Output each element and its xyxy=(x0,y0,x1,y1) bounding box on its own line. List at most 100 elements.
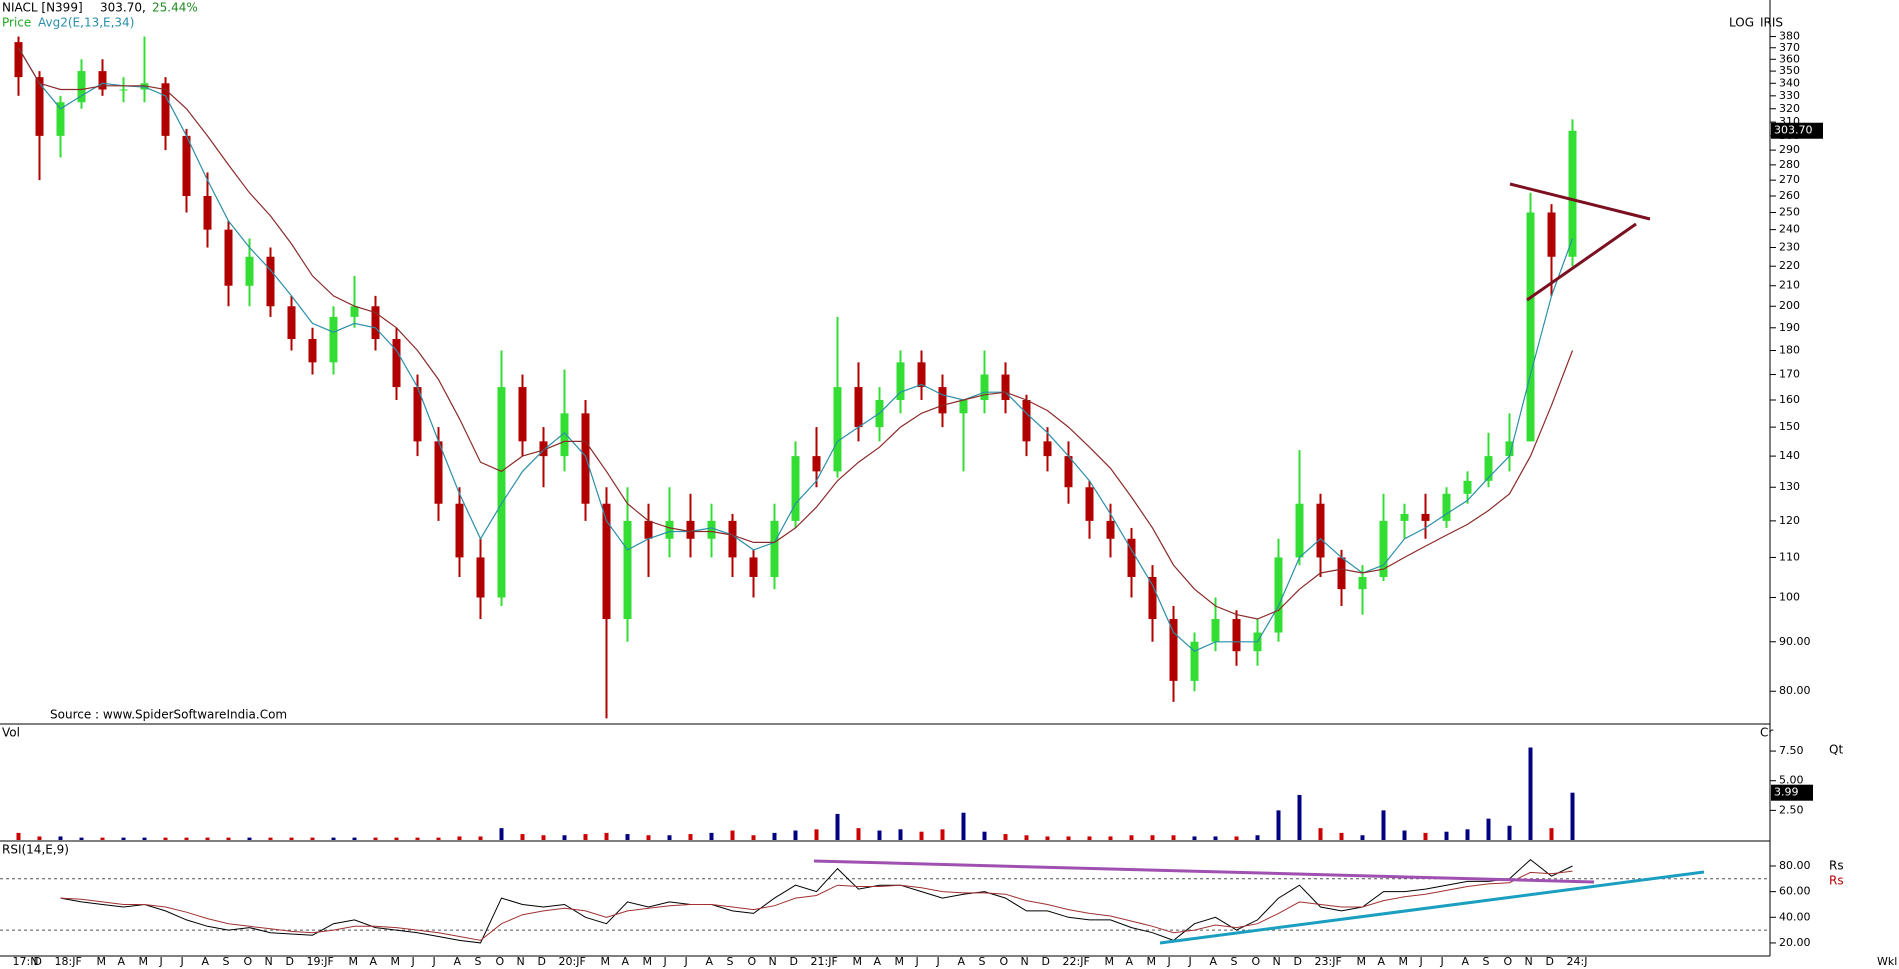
axis-label: Rs xyxy=(1829,859,1844,873)
unit-label: Cr xyxy=(1760,726,1773,740)
candle-body xyxy=(1568,130,1577,257)
volume-bar xyxy=(436,837,441,840)
volume-bar xyxy=(877,830,882,840)
volume-bar xyxy=(310,837,315,840)
volume-bar xyxy=(1549,828,1554,840)
x-tick-label: D xyxy=(538,955,546,968)
x-tick-label: 24:J xyxy=(1567,955,1588,968)
candle-body xyxy=(581,413,590,504)
volume-bar xyxy=(961,812,966,840)
candle-body xyxy=(791,456,800,521)
rsi-line xyxy=(60,870,1573,941)
x-tick-label: A xyxy=(1210,955,1218,968)
volume-bar xyxy=(247,837,252,840)
last-price: 303.70, xyxy=(100,1,146,15)
y-tick-label: 380 xyxy=(1779,30,1800,43)
x-tick-label: F xyxy=(1084,955,1090,968)
y-tick-label: 330 xyxy=(1779,89,1800,102)
rsi-line xyxy=(60,858,1573,944)
x-tick-label: S xyxy=(223,955,230,968)
x-tick-label: F xyxy=(832,955,838,968)
trendline xyxy=(1159,870,1705,945)
candle-body xyxy=(1211,619,1220,642)
candle-body xyxy=(1127,538,1136,577)
y-tick-label: 2.50 xyxy=(1779,803,1804,816)
candle-body xyxy=(1400,513,1409,521)
candle-body xyxy=(518,387,527,442)
volume-bar xyxy=(793,830,798,840)
last-volume-label: 3.99 xyxy=(1774,786,1799,799)
volume-bar xyxy=(1276,810,1281,840)
volume-bar xyxy=(1402,830,1407,840)
pane-title: RSI(14,E,9) xyxy=(2,843,69,857)
candle-body xyxy=(1106,520,1115,539)
volume-bar xyxy=(835,813,840,840)
candle-body xyxy=(35,77,44,136)
x-tick-label: A xyxy=(1126,955,1134,968)
x-tick-label: M xyxy=(349,955,359,968)
volume-bar xyxy=(709,832,714,840)
x-tick-label: J xyxy=(1167,955,1171,968)
volume-bar xyxy=(562,835,567,840)
x-tick-label: A xyxy=(958,955,966,968)
volume-bar xyxy=(205,837,210,840)
candle-body xyxy=(896,362,905,401)
x-tick-label: 23:J xyxy=(1315,955,1336,968)
x-tick-label: J xyxy=(1419,955,1423,968)
candle-body xyxy=(98,71,107,90)
x-tick-label: M xyxy=(1105,955,1115,968)
x-tick-label: J xyxy=(432,955,436,968)
y-tick-label: 140 xyxy=(1779,449,1800,462)
volume-bar xyxy=(751,835,756,840)
candle-body xyxy=(938,387,947,414)
y-tick-label: 180 xyxy=(1779,344,1800,357)
volume-bar xyxy=(1444,831,1449,840)
candle-body xyxy=(1274,557,1283,633)
x-tick-label: D xyxy=(790,955,798,968)
volume-bar xyxy=(79,837,84,840)
y-tick-label: 260 xyxy=(1779,189,1800,202)
x-tick-label: M xyxy=(1399,955,1409,968)
scale-label: LOG xyxy=(1729,16,1754,30)
y-tick-label: 250 xyxy=(1779,205,1800,218)
x-tick-label: A xyxy=(118,955,126,968)
change: 25.44% xyxy=(152,1,198,15)
volume-bar xyxy=(352,837,357,840)
volume-bar xyxy=(1213,836,1218,840)
x-tick-label: F xyxy=(1336,955,1342,968)
candle-body xyxy=(182,135,191,197)
x-tick-label: O xyxy=(1252,955,1261,968)
x-tick-label: D xyxy=(1042,955,1050,968)
x-tick-label: J xyxy=(936,955,940,968)
x-tick-label: J xyxy=(1188,955,1192,968)
volume-bar xyxy=(1423,832,1428,840)
x-tick-label: A xyxy=(874,955,882,968)
volume-bar xyxy=(520,834,525,840)
candle-body xyxy=(1064,456,1073,488)
last-price-box xyxy=(1771,122,1823,139)
volume-bar xyxy=(541,835,546,840)
volume-bar xyxy=(898,829,903,840)
x-tick-label: M xyxy=(97,955,107,968)
y-tick-label: 210 xyxy=(1779,279,1800,292)
legend-avg: Avg2(E,13,E,34) xyxy=(38,16,134,30)
x-tick-label: O xyxy=(496,955,505,968)
y-tick-label: 370 xyxy=(1779,41,1800,54)
volume-bar xyxy=(289,837,294,840)
candle-body xyxy=(686,520,695,539)
candle-body xyxy=(224,229,233,286)
x-tick-label: D xyxy=(286,955,294,968)
volume-bar xyxy=(688,834,693,840)
y-tick-label: 80.00 xyxy=(1779,859,1811,872)
trendline xyxy=(813,859,1595,884)
candle-body xyxy=(413,387,422,442)
candle-body xyxy=(959,400,968,414)
x-tick-label: 22:J xyxy=(1063,955,1084,968)
candle-body xyxy=(1463,480,1472,494)
x-tick-label: D xyxy=(34,955,42,968)
volume-bar xyxy=(1066,836,1071,840)
legend-price: Price xyxy=(2,16,31,30)
candle-body xyxy=(707,520,716,539)
x-tick-label: M xyxy=(1147,955,1157,968)
